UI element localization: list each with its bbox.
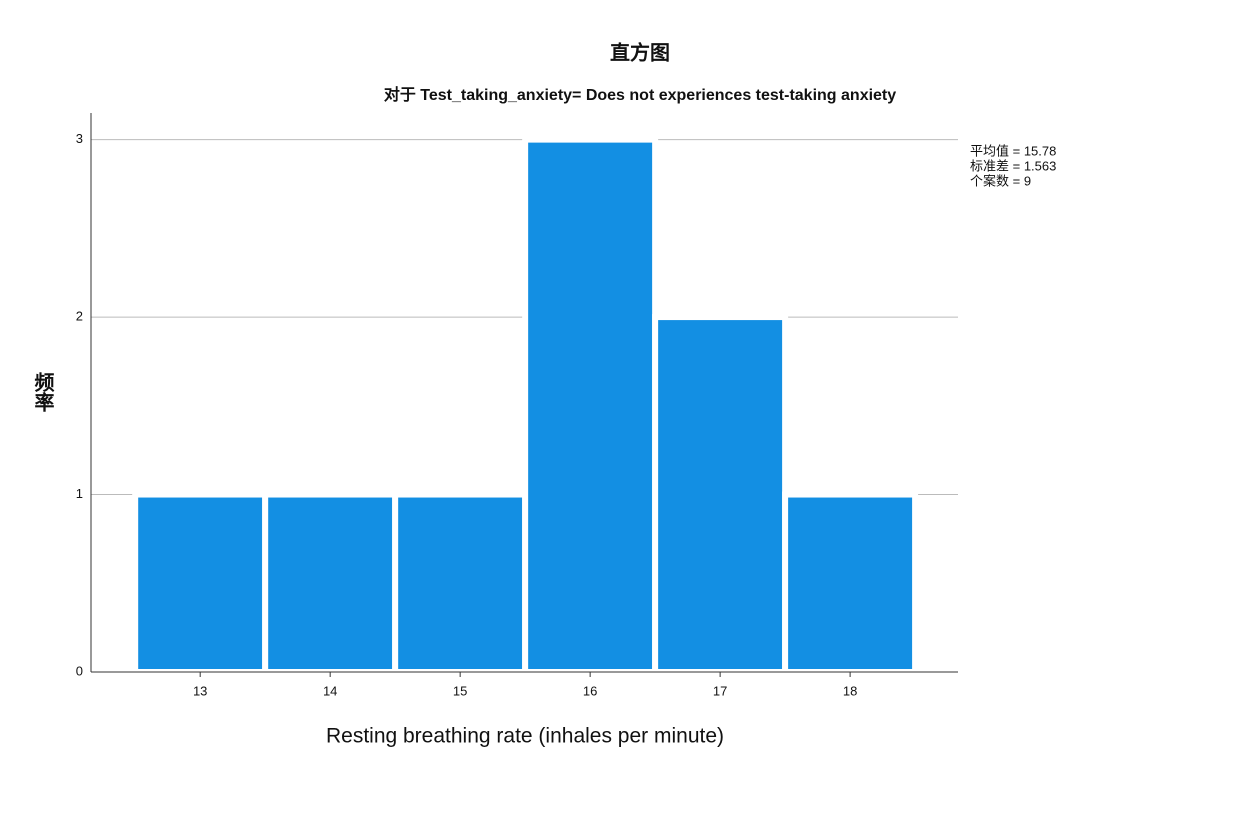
bar xyxy=(262,491,399,675)
x-axis-label: Resting breathing rate (inhales per minu… xyxy=(326,725,724,748)
x-tick-label: 13 xyxy=(193,683,207,698)
stat-annotation: 个案数 = 9 xyxy=(970,173,1031,188)
bar xyxy=(522,136,659,676)
bar xyxy=(392,491,529,675)
x-tick-label: 18 xyxy=(843,683,857,698)
y-tick-label: 2 xyxy=(76,309,83,324)
y-tick-label: 3 xyxy=(76,131,83,146)
y-axis-label: 频率 xyxy=(31,371,54,413)
stat-annotation: 平均值 = 15.78 xyxy=(970,143,1056,158)
x-tick-label: 16 xyxy=(583,683,597,698)
bar xyxy=(782,491,919,675)
y-tick-label: 0 xyxy=(76,663,83,678)
bar xyxy=(132,491,269,675)
chart-title: 直方图 xyxy=(610,40,670,64)
x-tick-label: 14 xyxy=(323,683,337,698)
bar xyxy=(652,314,789,675)
chart-subtitle: 对于 Test_taking_anxiety= Does not experie… xyxy=(384,85,896,104)
x-tick-label: 17 xyxy=(713,683,727,698)
y-tick-label: 1 xyxy=(76,486,83,501)
stat-annotation: 标准差 = 1.563 xyxy=(970,158,1056,173)
x-tick-label: 15 xyxy=(453,683,467,698)
